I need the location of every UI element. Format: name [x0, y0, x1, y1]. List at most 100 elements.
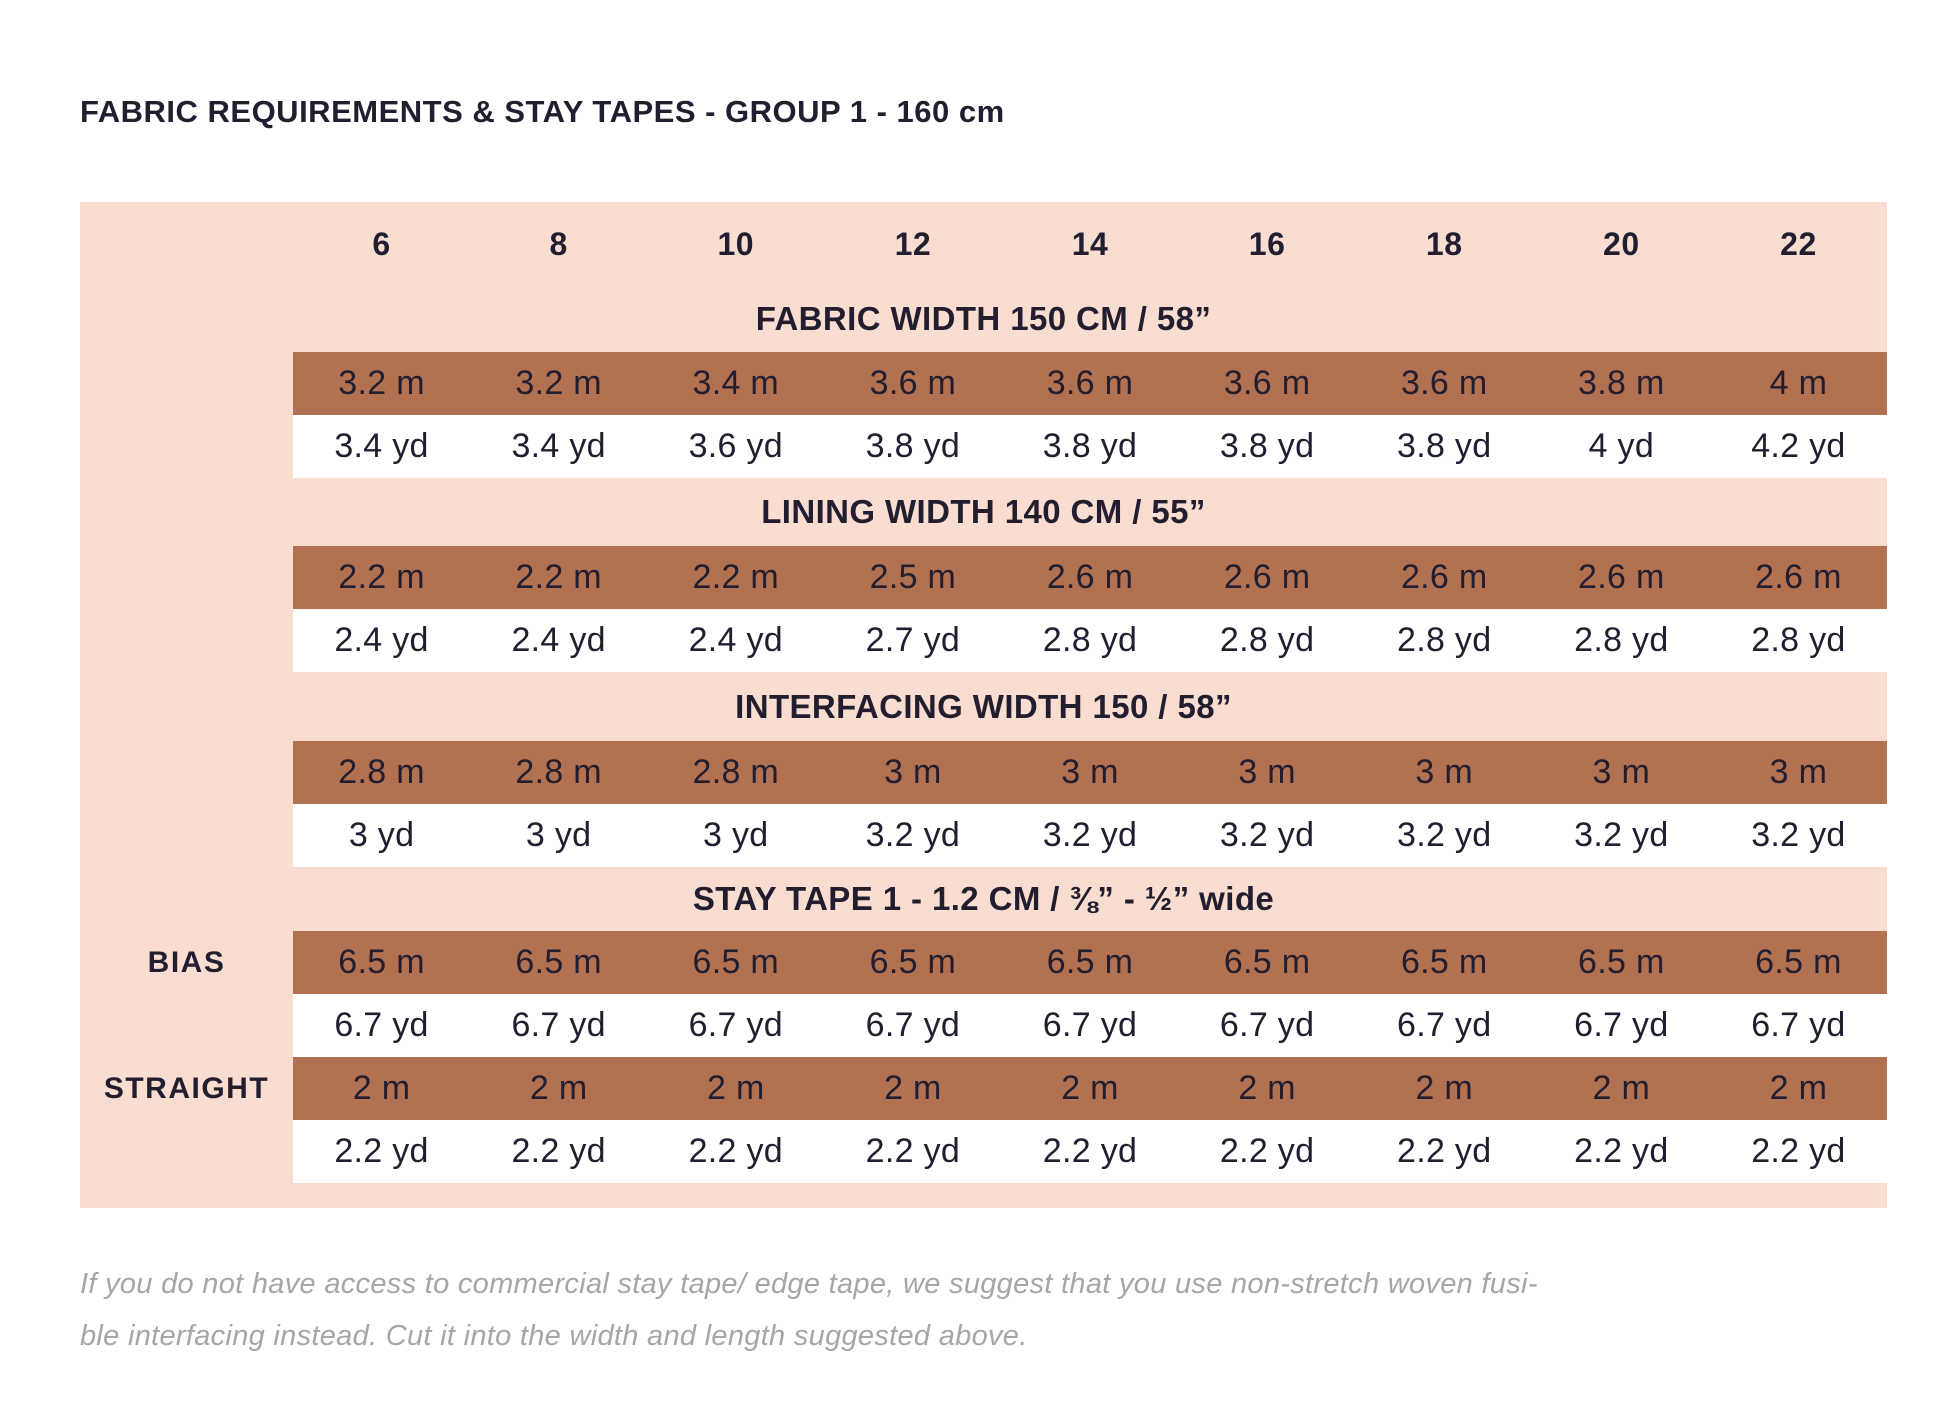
row-label — [80, 546, 293, 609]
stay-tape-straight-yards-row: 2.2 yd 2.2 yd 2.2 yd 2.2 yd 2.2 yd 2.2 yd 2.2 … — [80, 1120, 1887, 1183]
size-header-spacer — [80, 202, 293, 286]
interfacing-meters-cell: 3 m — [1061, 753, 1119, 791]
fabric-yards-cell: 3.8 yd — [1397, 427, 1492, 465]
fabric-meters-cell: 3.2 m — [515, 364, 602, 402]
stay-tape-straight-meters-cell: 2 m — [884, 1069, 942, 1107]
stay-tape-straight-meters-cell: 2 m — [1415, 1069, 1473, 1107]
stay-tape-straight-meters-cell: 2 m — [352, 1069, 411, 1107]
stay-tape-straight-meters-cell: 2 m — [1238, 1069, 1296, 1107]
footnote-line-2: ble interfacing instead. Cut it into the… — [80, 1320, 1028, 1352]
row-label — [80, 741, 293, 804]
stay-tape-bias-yards-cell: 6.7 yd — [688, 1006, 783, 1044]
row-label — [80, 609, 293, 672]
bias-row-label: BIAS — [147, 945, 226, 979]
lining-meters-cell: 2.6 m — [1578, 558, 1665, 596]
fabric-meters-cell: 3.2 m — [338, 364, 425, 402]
stay-tape-straight-meters-cell: 2 m — [529, 1069, 588, 1107]
section-header-stay-tape: STAY TAPE 1 - 1.2 CM / ⅜” - ½” wide — [80, 867, 1887, 931]
row-label — [80, 804, 293, 867]
section-header-fabric-width: FABRIC WIDTH 150 CM / 58” — [80, 286, 1887, 352]
stay-tape-straight-meters-cell: 2 m — [1769, 1069, 1828, 1107]
stay-tape-bias-yards-values: 6.7 yd 6.7 yd 6.7 yd 6.7 yd 6.7 yd 6.7 yd 6.7 … — [293, 994, 1887, 1057]
size-label: 14 — [1071, 225, 1109, 262]
lining-yards-cell: 2.8 yd — [1574, 621, 1669, 659]
fabric-meters-values: 3.2 m 3.2 m 3.4 m 3.6 m 3.6 m 3.6 m 3.6 m 3.8 m… — [293, 352, 1887, 415]
stay-tape-bias-meters-values: 6.5 m 6.5 m 6.5 m 6.5 m 6.5 m 6.5 m 6.5 m 6.5 m… — [293, 931, 1887, 994]
fabric-yards-row: 3.4 yd 3.4 yd 3.6 yd 3.8 yd 3.8 yd 3.8 yd 3.8 … — [80, 415, 1887, 478]
interfacing-meters-values: 2.8 m 2.8 m 2.8 m 3 m 3 m 3 m 3 m 3 m 3 m — [293, 741, 1887, 804]
interfacing-yards-cell: 3.2 yd — [1574, 816, 1669, 854]
stay-tape-straight-yards-cell: 2.2 yd — [1397, 1132, 1492, 1170]
stay-tape-straight-yards-cell: 2.2 yd — [865, 1132, 961, 1170]
straight-row-label: STRAIGHT — [103, 1071, 270, 1105]
stay-tape-straight-yards-cell: 2.2 yd — [511, 1132, 606, 1170]
stay-tape-bias-yards-cell: 6.7 yd — [1042, 1006, 1138, 1044]
section-header-interfacing-width: INTERFACING WIDTH 150 / 58” — [80, 672, 1887, 741]
interfacing-yards-cell: 3 yd — [525, 816, 592, 854]
row-label — [80, 1120, 293, 1183]
interfacing-yards-values: 3 yd 3 yd 3 yd 3.2 yd 3.2 yd 3.2 yd 3.2 yd 3.2 … — [293, 804, 1887, 867]
fabric-meters-cell: 4 m — [1769, 364, 1828, 402]
section-header-lining-width: LINING WIDTH 140 CM / 55” — [80, 478, 1887, 546]
interfacing-yards-cell: 3.2 yd — [1751, 816, 1846, 854]
section-title: FABRIC WIDTH 150 CM / 58” — [755, 300, 1212, 337]
fabric-meters-cell: 3.6 m — [1046, 364, 1134, 402]
fabric-meters-cell: 3.6 m — [1223, 364, 1311, 402]
fabric-yards-cell: 3.4 yd — [511, 427, 606, 465]
lining-meters-cell: 2.2 m — [338, 558, 425, 596]
stay-tape-straight-yards-cell: 2.2 yd — [1042, 1132, 1138, 1170]
fabric-yards-cell: 4 yd — [1588, 427, 1655, 465]
lining-meters-cell: 2.6 m — [1400, 558, 1488, 596]
lining-meters-cell: 2.6 m — [1755, 558, 1842, 596]
stay-tape-straight-yards-cell: 2.2 yd — [1751, 1132, 1846, 1170]
fabric-yards-cell: 3.6 yd — [688, 427, 783, 465]
stay-tape-straight-yards-cell: 2.2 yd — [688, 1132, 783, 1170]
size-header-row: 6 8 10 12 14 16 18 20 22 — [80, 202, 1887, 286]
interfacing-meters-cell: 2.8 m — [338, 753, 425, 791]
stay-tape-bias-meters-cell: 6.5 m — [1578, 943, 1665, 981]
lining-meters-cell: 2.2 m — [692, 558, 780, 596]
stay-tape-straight-yards-cell: 2.2 yd — [1219, 1132, 1315, 1170]
stay-tape-bias-yards-cell: 6.7 yd — [1219, 1006, 1315, 1044]
stay-tape-bias-yards-cell: 6.7 yd — [511, 1006, 606, 1044]
fabric-yards-cell: 4.2 yd — [1751, 427, 1846, 465]
lining-meters-cell: 2.2 m — [515, 558, 602, 596]
fabric-meters-row: 3.2 m 3.2 m 3.4 m 3.6 m 3.6 m 3.6 m 3.6 m 3.8 m… — [80, 352, 1887, 415]
interfacing-meters-cell: 3 m — [1238, 753, 1296, 791]
fabric-meters-cell: 3.8 m — [1578, 364, 1665, 402]
lining-yards-cell: 2.4 yd — [334, 621, 429, 659]
size-label: 18 — [1425, 225, 1463, 262]
size-label: 10 — [717, 225, 755, 262]
interfacing-meters-row: 2.8 m 2.8 m 2.8 m 3 m 3 m 3 m 3 m 3 m 3 m — [80, 741, 1887, 804]
stay-tape-bias-meters-cell: 6.5 m — [869, 943, 957, 981]
stay-tape-bias-meters-cell: 6.5 m — [1223, 943, 1311, 981]
size-label: 12 — [894, 225, 932, 262]
size-label: 8 — [549, 225, 568, 262]
size-label: 22 — [1780, 225, 1817, 262]
stay-tape-straight-yards-cell: 2.2 yd — [334, 1132, 429, 1170]
interfacing-meters-cell: 3 m — [1592, 753, 1651, 791]
size-label: 20 — [1603, 225, 1640, 262]
lining-yards-cell: 2.8 yd — [1397, 621, 1492, 659]
fabric-requirements-table: 6 8 10 12 14 16 18 20 22 FABRIC WIDTH 150 CM / 5… — [80, 202, 1887, 1208]
stay-tape-straight-yards-values: 2.2 yd 2.2 yd 2.2 yd 2.2 yd 2.2 yd 2.2 yd 2.2 … — [293, 1120, 1887, 1183]
section-title: INTERFACING WIDTH 150 / 58” — [735, 687, 1232, 725]
lining-meters-cell: 2.6 m — [1046, 558, 1134, 596]
stay-tape-straight-meters-row: STRAIGHT 2 m 2 m 2 m 2 m 2 m 2 m 2 m 2 m 2 m — [80, 1057, 1887, 1120]
fabric-yards-cell: 3.8 yd — [865, 427, 961, 465]
stay-tape-bias-meters-cell: 6.5 m — [515, 943, 602, 981]
stay-tape-bias-yards-cell: 6.7 yd — [1574, 1006, 1669, 1044]
interfacing-yards-row: 3 yd 3 yd 3 yd 3.2 yd 3.2 yd 3.2 yd 3.2 yd 3.2 … — [80, 804, 1887, 867]
stay-tape-straight-meters-cell: 2 m — [1061, 1069, 1119, 1107]
stay-tape-bias-yards-row: 6.7 yd 6.7 yd 6.7 yd 6.7 yd 6.7 yd 6.7 yd 6.7 … — [80, 994, 1887, 1057]
stay-tape-bias-meters-row: BIAS 6.5 m 6.5 m 6.5 m 6.5 m 6.5 m 6.5 m 6.5 m… — [80, 931, 1887, 994]
lining-yards-cell: 2.8 yd — [1219, 621, 1315, 659]
section-title: STAY TAPE 1 - 1.2 CM / ⅜” - ½” wide — [692, 880, 1275, 917]
lining-meters-values: 2.2 m 2.2 m 2.2 m 2.5 m 2.6 m 2.6 m 2.6 m 2.6 m… — [293, 546, 1887, 609]
stay-tape-straight-yards-cell: 2.2 yd — [1574, 1132, 1669, 1170]
lining-meters-cell: 2.5 m — [869, 558, 957, 596]
fabric-yards-cell: 3.8 yd — [1219, 427, 1315, 465]
fabric-yards-cell: 3.8 yd — [1042, 427, 1138, 465]
interfacing-meters-cell: 3 m — [884, 753, 942, 791]
size-header-values: 6 8 10 12 14 16 18 20 22 — [293, 202, 1887, 286]
